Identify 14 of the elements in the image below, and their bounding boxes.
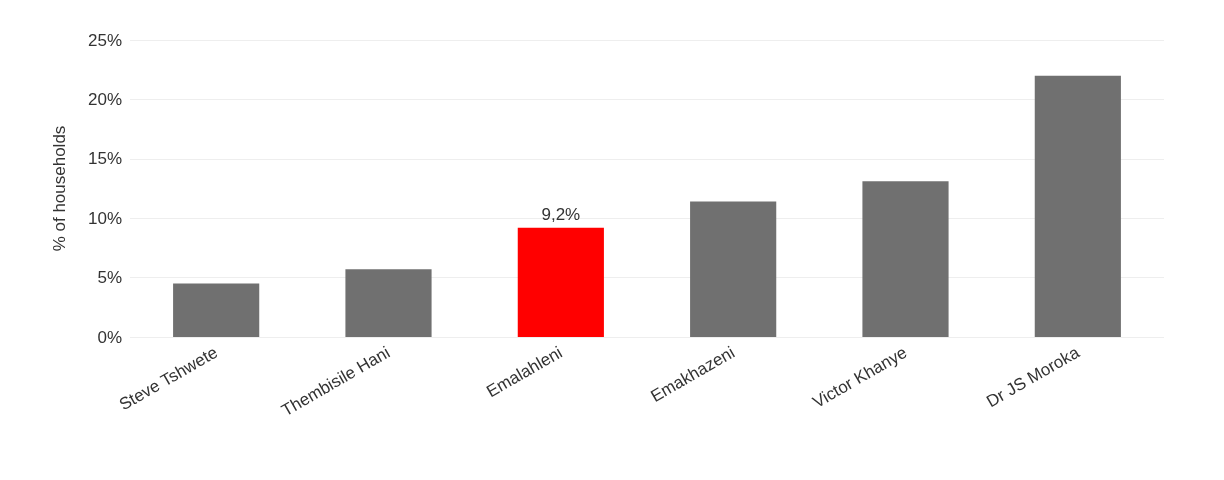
y-tick-label: 0%: [97, 327, 122, 347]
bar: [1034, 75, 1121, 337]
data-label: 9,2%: [541, 204, 581, 224]
y-tick-label: 20%: [87, 89, 122, 109]
y-axis-title: % of households: [50, 125, 69, 252]
y-tick-label: 25%: [87, 30, 122, 50]
bar: [690, 201, 777, 337]
y-tick-label: 10%: [87, 208, 122, 228]
y-tick-label: 5%: [97, 268, 122, 288]
bar: [345, 269, 432, 337]
bar: [517, 227, 604, 337]
bar: [173, 283, 260, 337]
bar: [862, 181, 949, 337]
y-tick-label: 15%: [87, 149, 122, 169]
